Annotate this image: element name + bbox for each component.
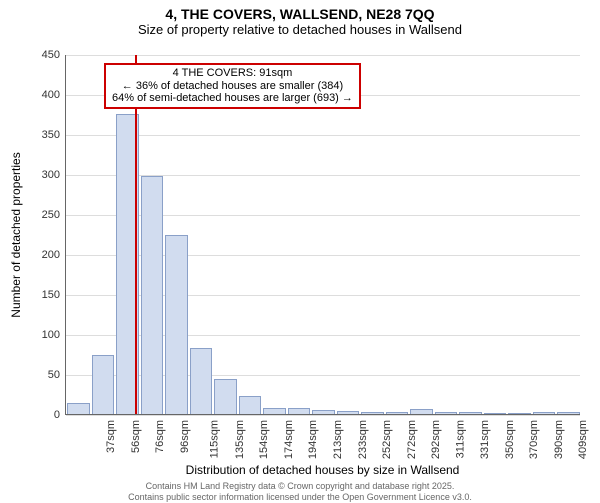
y-tick-label: 200 (42, 249, 60, 261)
y-tick-label: 150 (42, 289, 60, 301)
bar (67, 403, 90, 414)
bar (239, 396, 262, 414)
x-tick-label: 213sqm (332, 420, 344, 459)
bar (533, 412, 556, 414)
callout-line1: 4 THE COVERS: 91sqm (112, 67, 353, 80)
bar (288, 408, 311, 414)
y-tick-label: 350 (42, 129, 60, 141)
x-tick-label: 272sqm (406, 420, 418, 459)
bar (92, 355, 115, 414)
bar (557, 412, 580, 414)
gridline (66, 415, 580, 416)
chart-container: 4, THE COVERS, WALLSEND, NE28 7QQ Size o… (0, 0, 600, 500)
y-tick-label: 0 (54, 409, 60, 421)
y-axis-label: Number of detached properties (9, 152, 23, 317)
chart-subtitle: Size of property relative to detached ho… (0, 22, 600, 37)
bar (484, 413, 507, 414)
bar (312, 410, 335, 414)
bar (508, 413, 531, 414)
bar (410, 409, 433, 414)
x-tick-label: 390sqm (553, 420, 565, 459)
y-tick-label: 100 (42, 329, 60, 341)
x-tick-label: 331sqm (479, 420, 491, 459)
bar (337, 411, 360, 414)
property-callout: 4 THE COVERS: 91sqm ← 36% of detached ho… (104, 63, 361, 109)
bar (386, 412, 409, 414)
x-tick-label: 135sqm (234, 420, 246, 459)
x-tick-label: 252sqm (381, 420, 393, 459)
x-tick-label: 194sqm (308, 420, 320, 459)
bar (190, 348, 213, 414)
x-tick-label: 56sqm (130, 420, 142, 453)
x-tick-label: 174sqm (283, 420, 295, 459)
y-tick-label: 400 (42, 89, 60, 101)
y-tick-label: 300 (42, 169, 60, 181)
x-tick-label: 350sqm (504, 420, 516, 459)
footer-line2: Contains public sector information licen… (0, 492, 600, 503)
bar (459, 412, 482, 414)
x-tick-label: 409sqm (577, 420, 589, 459)
plot-area: 050100150200250300350400450 37sqm56sqm76… (65, 55, 580, 415)
x-tick-label: 96sqm (179, 420, 191, 453)
x-tick-label: 233sqm (357, 420, 369, 459)
chart-header: 4, THE COVERS, WALLSEND, NE28 7QQ Size o… (0, 6, 600, 37)
bar (214, 379, 237, 414)
bar (435, 412, 458, 414)
chart-title: 4, THE COVERS, WALLSEND, NE28 7QQ (0, 6, 600, 22)
footer-line1: Contains HM Land Registry data © Crown c… (0, 481, 600, 492)
x-axis-label: Distribution of detached houses by size … (186, 463, 460, 477)
bar (263, 408, 286, 414)
chart-footer: Contains HM Land Registry data © Crown c… (0, 481, 600, 503)
y-tick-label: 450 (42, 49, 60, 61)
y-tick-label: 50 (48, 369, 60, 381)
x-tick-label: 154sqm (259, 420, 271, 459)
x-tick-label: 37sqm (105, 420, 117, 453)
x-tick-label: 76sqm (154, 420, 166, 453)
x-tick-label: 311sqm (454, 420, 466, 458)
x-tick-label: 292sqm (430, 420, 442, 459)
y-tick-label: 250 (42, 209, 60, 221)
bar (141, 176, 164, 414)
x-tick-label: 370sqm (528, 420, 540, 459)
x-tick-label: 115sqm (209, 420, 221, 458)
bar (165, 235, 188, 414)
bar (361, 412, 384, 414)
callout-line3: 64% of semi-detached houses are larger (… (112, 92, 353, 105)
callout-line2: ← 36% of detached houses are smaller (38… (112, 80, 353, 93)
